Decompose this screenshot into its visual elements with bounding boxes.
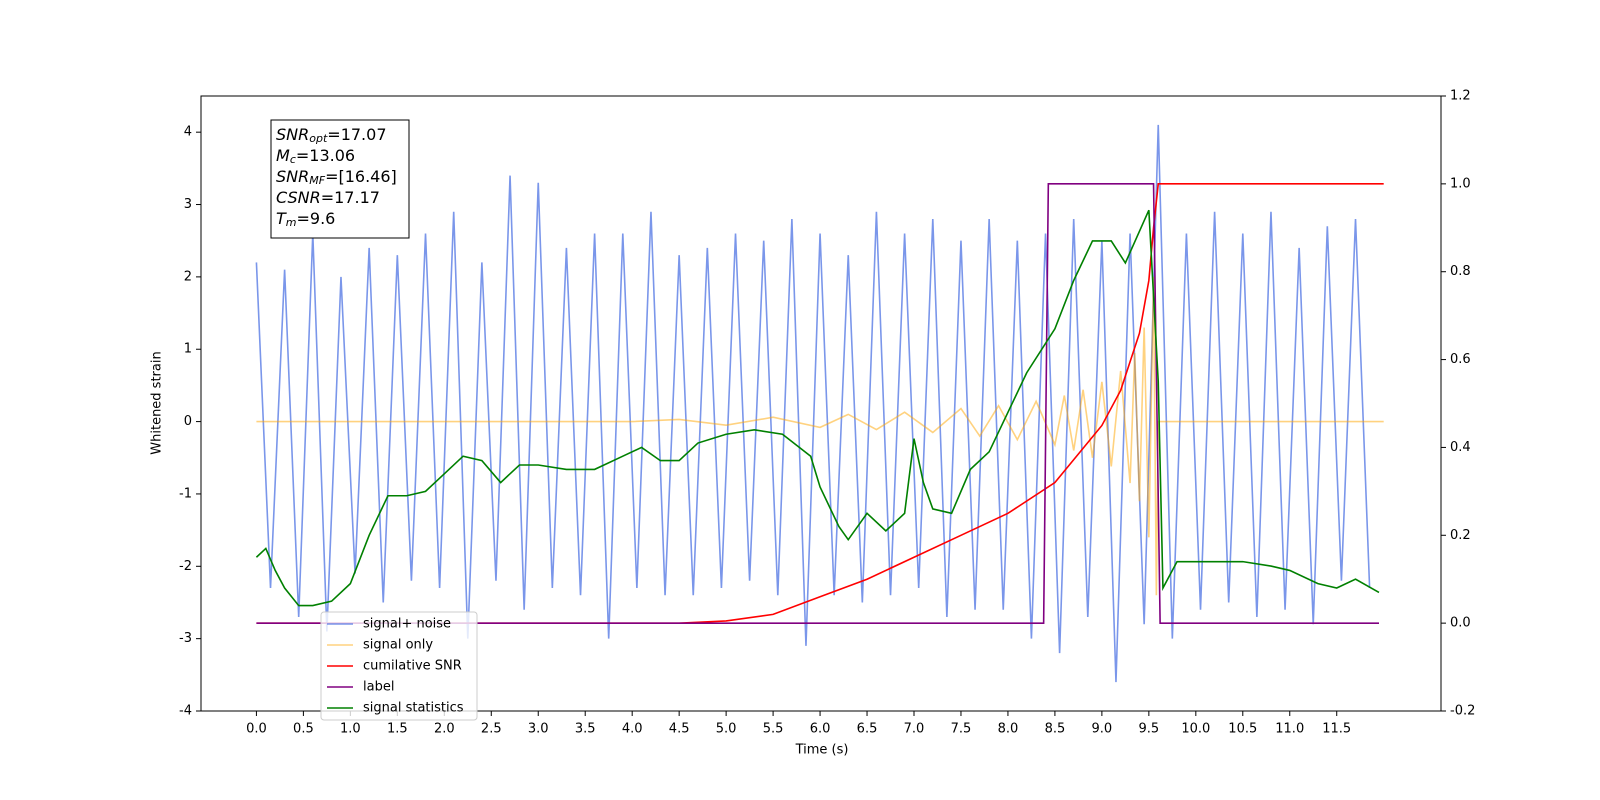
y-tick-label: 1 <box>184 342 192 357</box>
annotation-name: M <box>276 146 290 165</box>
annotation-value: =[16.46] <box>325 167 397 186</box>
y2-tick-label: 0.4 <box>1450 440 1471 455</box>
x-tick-label: 0.0 <box>246 722 267 737</box>
x-tick-label: 3.5 <box>575 722 596 737</box>
y-tick-label: 3 <box>184 197 192 212</box>
y-tick-label: -4 <box>179 704 192 719</box>
annotation-sub: c <box>290 153 296 166</box>
annotation-line: Tm=9.6 <box>276 209 335 230</box>
y2-tick-label: 0.6 <box>1450 352 1471 367</box>
annotation-sub: opt <box>309 132 328 145</box>
y2-tick-label: 0.2 <box>1450 528 1471 543</box>
legend-label: signal only <box>363 638 433 653</box>
x-tick-label: 2.0 <box>434 722 455 737</box>
annotation-value: =17.07 <box>327 125 386 144</box>
x-tick-label: 6.0 <box>810 722 831 737</box>
y2-tick-label: 0.0 <box>1450 616 1471 631</box>
x-tick-label: 1.5 <box>387 722 408 737</box>
series-line <box>255 124 1371 683</box>
x-tick-label: 11.0 <box>1275 722 1304 737</box>
x-axis-label: Time (s) <box>795 743 849 758</box>
annotation-box <box>270 119 410 239</box>
legend-label: signal statistics <box>363 701 464 716</box>
axes-frame <box>200 95 1442 712</box>
annotation-line: Mc=13.06 <box>276 146 355 167</box>
x-tick-label: 10.5 <box>1228 722 1257 737</box>
x-tick-label: 9.0 <box>1092 722 1113 737</box>
annotation-sub: MF <box>309 174 325 187</box>
x-tick-label: 4.5 <box>669 722 690 737</box>
y2-tick-label: -0.2 <box>1450 704 1475 719</box>
annotation-value: =9.6 <box>297 209 336 228</box>
annotation-line: SNRMF=[16.46] <box>276 167 397 188</box>
legend-box <box>320 611 478 721</box>
annotation-name: SNR <box>276 167 309 186</box>
x-tick-label: 10.0 <box>1181 722 1210 737</box>
legend-label: cumilative SNR <box>363 659 462 674</box>
y-axis-label: Whitened strain <box>150 351 165 454</box>
y-tick-label: 4 <box>184 125 192 140</box>
y-tick-label: 0 <box>184 414 192 429</box>
annotation-name: CSNR <box>276 188 321 207</box>
x-tick-label: 0.5 <box>293 722 314 737</box>
y2-tick-label: 0.8 <box>1450 264 1471 279</box>
annotation-line: CSNR=17.17 <box>276 188 380 207</box>
annotation-value: =17.17 <box>321 188 380 207</box>
y-tick-label: 2 <box>184 269 192 284</box>
x-tick-label: 4.0 <box>622 722 643 737</box>
x-tick-label: 7.5 <box>951 722 972 737</box>
legend-label: signal+ noise <box>363 617 451 632</box>
y2-tick-label: 1.2 <box>1450 89 1471 104</box>
series-line <box>256 183 1379 624</box>
annotation-line: SNRopt=17.07 <box>276 125 387 146</box>
legend-label: label <box>363 680 394 695</box>
y-tick-label: -3 <box>179 631 192 646</box>
annotation-name: T <box>276 209 287 228</box>
y-tick-label: -1 <box>179 486 192 501</box>
x-tick-label: 6.5 <box>857 722 878 737</box>
annotation-name: SNR <box>276 125 309 144</box>
annotation-value: =13.06 <box>296 146 355 165</box>
y-tick-label: -2 <box>179 559 192 574</box>
series-line <box>256 276 1384 596</box>
x-tick-label: 8.0 <box>998 722 1019 737</box>
x-tick-label: 9.5 <box>1139 722 1160 737</box>
series-line <box>255 209 1380 607</box>
x-tick-label: 3.0 <box>528 722 549 737</box>
plot-area <box>255 124 1384 683</box>
y2-tick-label: 1.0 <box>1450 176 1471 191</box>
x-tick-label: 5.5 <box>763 722 784 737</box>
annotation-sub: m <box>286 216 297 229</box>
x-tick-label: 2.5 <box>481 722 502 737</box>
x-tick-label: 5.0 <box>716 722 737 737</box>
x-tick-label: 8.5 <box>1045 722 1066 737</box>
x-tick-label: 7.0 <box>904 722 925 737</box>
x-tick-label: 1.0 <box>340 722 361 737</box>
x-tick-label: 11.5 <box>1322 722 1351 737</box>
